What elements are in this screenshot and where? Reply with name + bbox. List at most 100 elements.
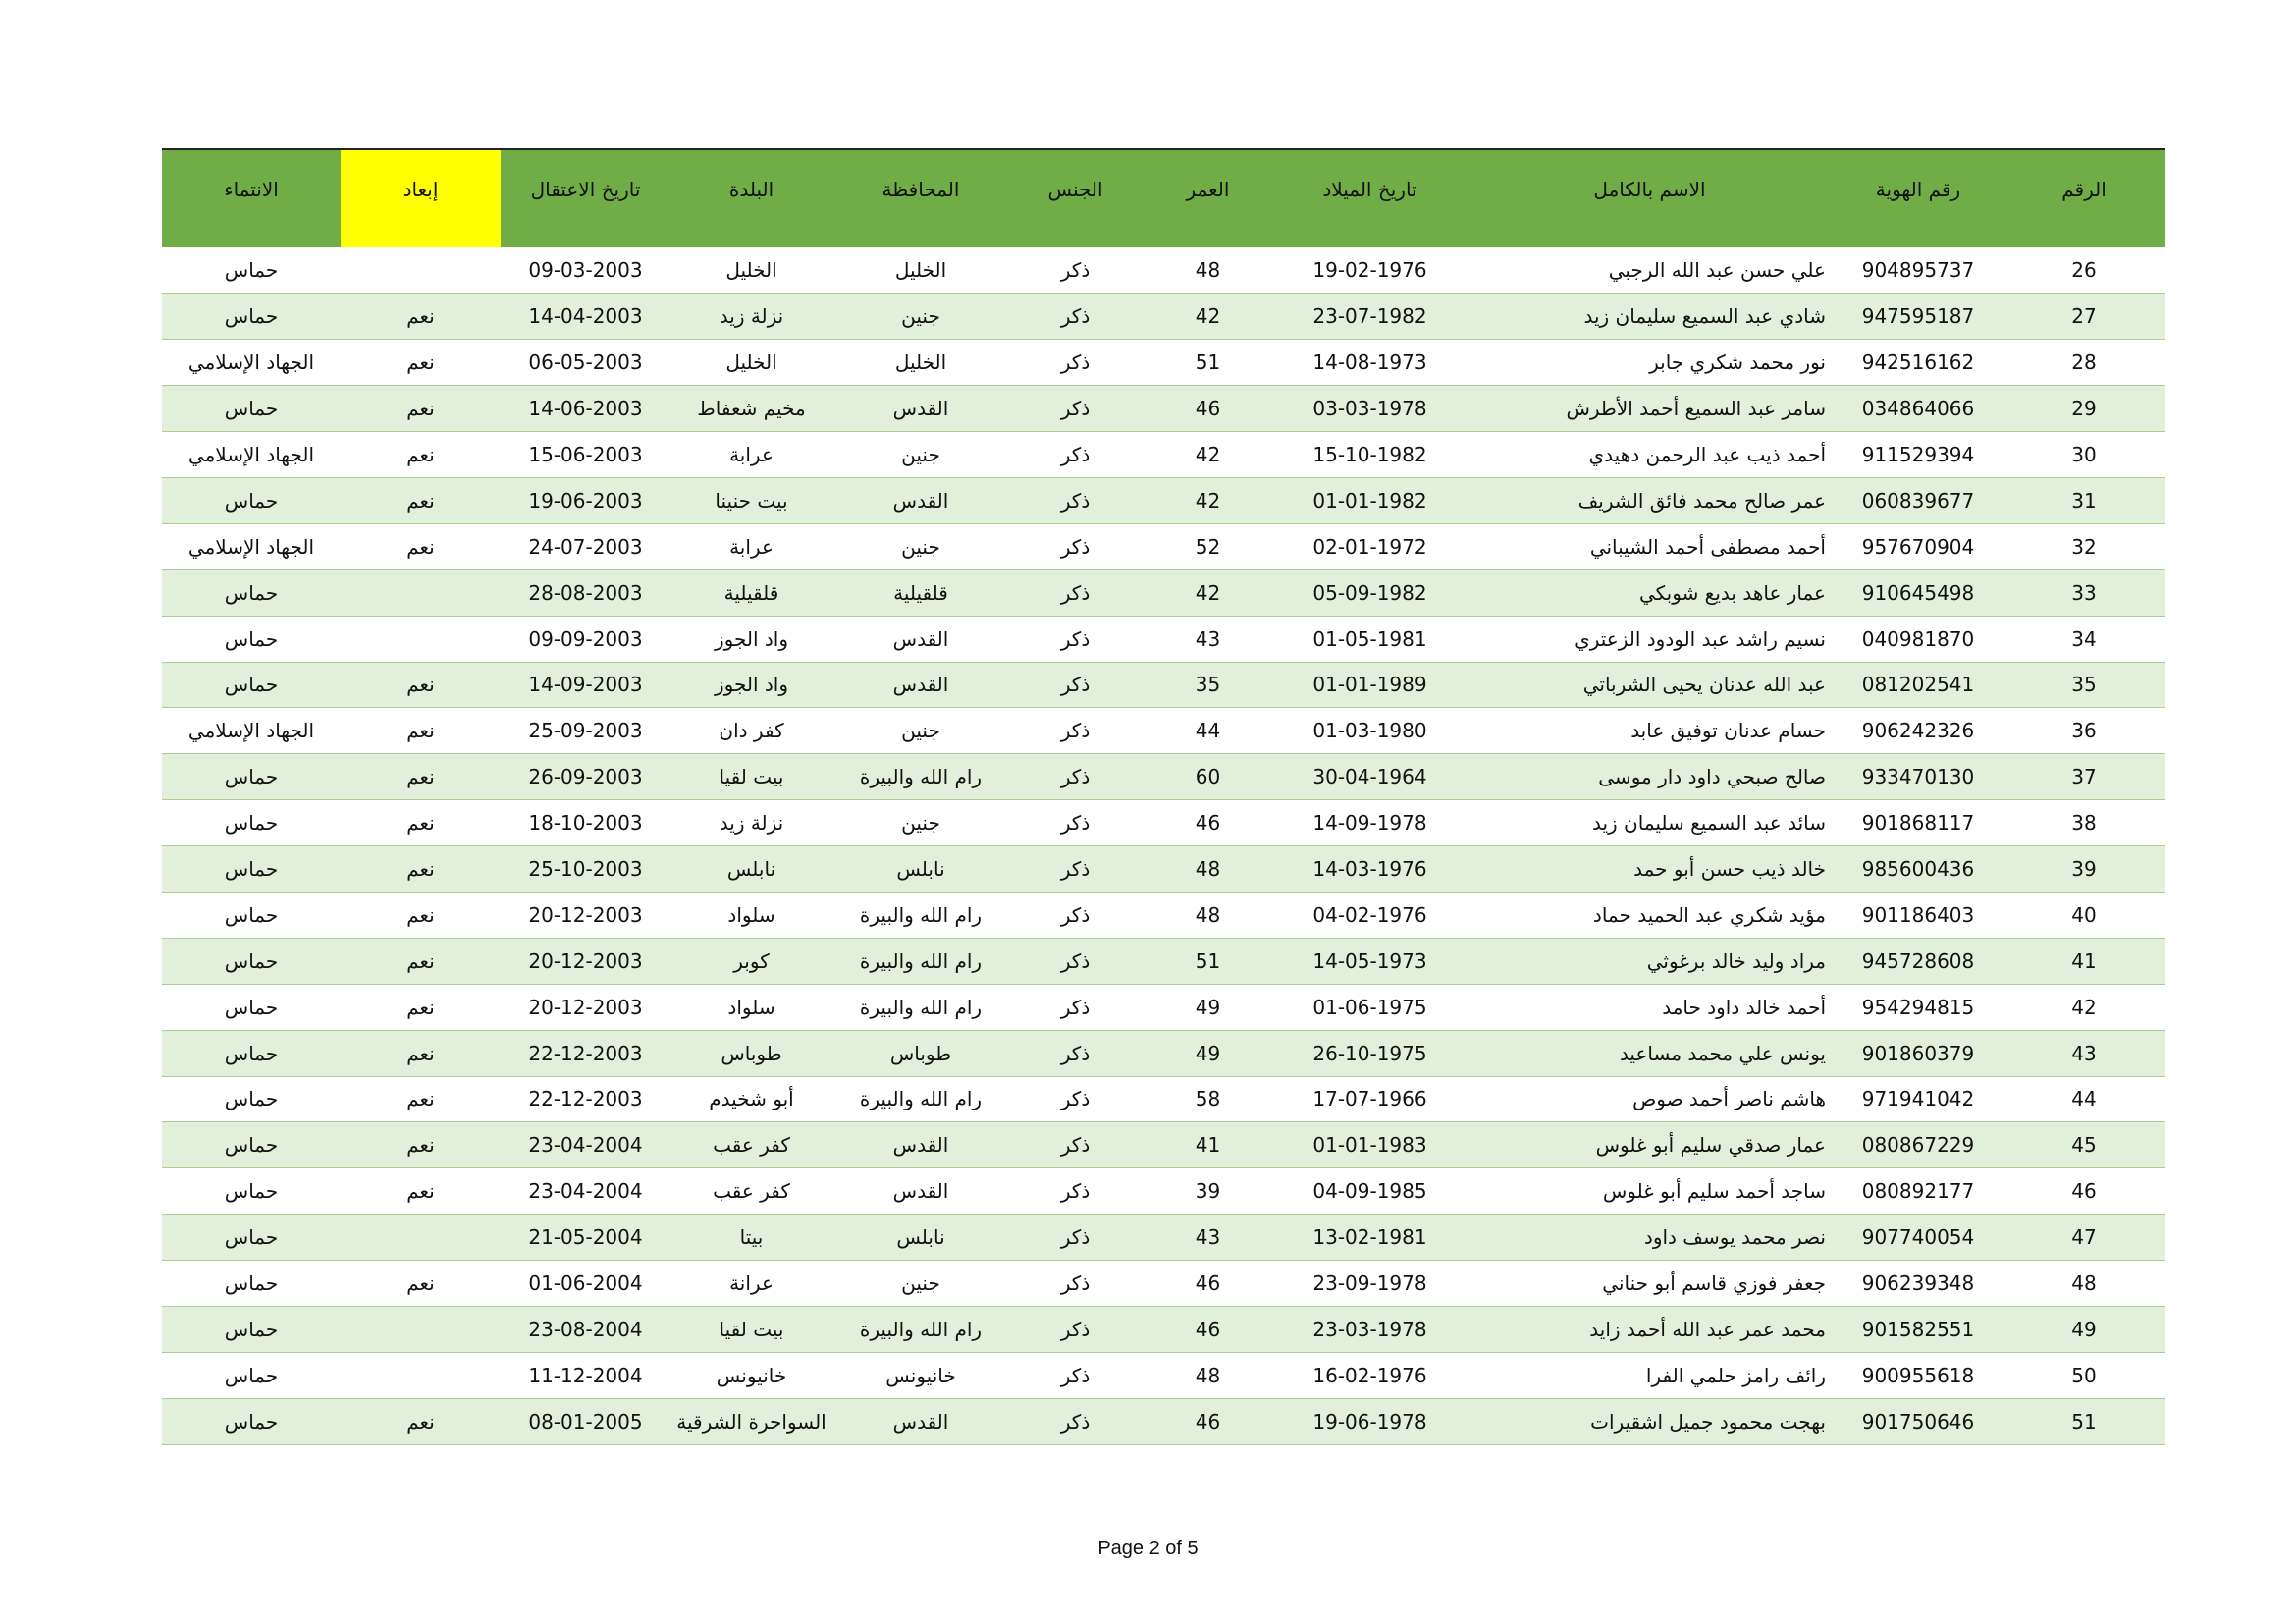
- table-cell: الجهاد الإسلامي: [162, 339, 341, 387]
- table-cell: حماس: [162, 753, 341, 801]
- table-row: 43 901860379 يونس علي محمد مساعيد 26-10-197…: [162, 1030, 2165, 1077]
- table-cell: 01-06-2004: [501, 1260, 670, 1307]
- table-cell: 33: [2002, 569, 2165, 617]
- table-cell: 28: [2002, 339, 2165, 387]
- table-body: 26 904895737 علي حسن عبد الله الرجبي 19-02-…: [162, 247, 2165, 1445]
- table-cell: قلقيلية: [832, 569, 1009, 617]
- table-row: 30 911529394 أحمد ذيب عبد الرحمن دهيدي 15-1…: [162, 431, 2165, 478]
- column-header: الاسم بالكامل: [1466, 148, 1834, 247]
- table-cell: 957670904: [1834, 523, 2002, 570]
- table-cell: 28-08-2003: [501, 569, 670, 617]
- table-cell: نعم: [341, 662, 501, 709]
- table-row: 50 900955618 رائف رامز حلمي الفرا 16-02-197…: [162, 1352, 2165, 1399]
- table-cell: رام الله والبيرة: [832, 938, 1009, 985]
- table-cell: بيت لقيا: [670, 753, 832, 801]
- table-cell: نزلة زيد: [670, 293, 832, 341]
- table-cell: نابلس: [832, 1214, 1009, 1262]
- table-row: 29 034864066 سامر عبد السميع أحمد الأطرش 03…: [162, 385, 2165, 433]
- table-cell: نعم: [341, 1121, 501, 1169]
- table-cell: 42: [1142, 431, 1274, 478]
- table-cell: سلواد: [670, 984, 832, 1031]
- table-cell: 40: [2002, 892, 2165, 939]
- table-row: 45 080867229 عمار صدقي سليم أبو غلوس 01-01-…: [162, 1121, 2165, 1169]
- table-cell: عرانة: [670, 1260, 832, 1307]
- table-cell: حماس: [162, 1121, 341, 1169]
- table-cell: 08-01-2005: [501, 1398, 670, 1445]
- table-cell: ذكر: [1009, 753, 1142, 801]
- table-cell: كوبر: [670, 938, 832, 985]
- table-cell: حماس: [162, 1260, 341, 1307]
- table-cell: نعم: [341, 1260, 501, 1307]
- table-cell: 39: [1142, 1167, 1274, 1216]
- table-cell: 36: [2002, 707, 2165, 755]
- table-cell: ذكر: [1009, 1214, 1142, 1262]
- table-cell: 911529394: [1834, 431, 2002, 478]
- table-cell: [341, 569, 501, 617]
- table-cell: ذكر: [1009, 477, 1142, 524]
- table-cell: 906239348: [1834, 1260, 2002, 1307]
- table-cell: [341, 247, 501, 295]
- table-cell: 14-09-2003: [501, 662, 670, 709]
- table-cell: 933470130: [1834, 753, 2002, 801]
- table-cell: 58: [1142, 1076, 1274, 1123]
- table-cell: 21-05-2004: [501, 1214, 670, 1262]
- table-cell: ذكر: [1009, 662, 1142, 709]
- table-cell: ذكر: [1009, 938, 1142, 985]
- table-cell: 14-09-1978: [1274, 799, 1466, 847]
- table-cell: 44: [1142, 707, 1274, 755]
- table-row: 27 947595187 شادي عبد السميع سليمان زيد 23-…: [162, 293, 2165, 341]
- table-row: 51 901750646 بهجت محمود جميل اشقيرات 19-06-…: [162, 1398, 2165, 1445]
- table-cell: 43: [1142, 616, 1274, 663]
- table-cell: نابلس: [670, 845, 832, 893]
- table-cell: حماس: [162, 569, 341, 617]
- table-cell: 01-05-1981: [1274, 616, 1466, 663]
- table-cell: حماس: [162, 1398, 341, 1445]
- column-header: البلدة: [670, 148, 832, 247]
- table-cell: ساجد أحمد سليم أبو غلوس: [1466, 1167, 1834, 1216]
- table-cell: ذكر: [1009, 1121, 1142, 1169]
- table-cell: جنين: [832, 799, 1009, 847]
- table-cell: 906242326: [1834, 707, 2002, 755]
- table-cell: 17-07-1966: [1274, 1076, 1466, 1123]
- table-cell: بيتا: [670, 1214, 832, 1262]
- detainee-table: الرقم رقم الهوية الاسم بالكامل تاريخ الميلا…: [162, 148, 2165, 1445]
- table-cell: 19-06-1978: [1274, 1398, 1466, 1445]
- table-cell: 01-06-1975: [1274, 984, 1466, 1031]
- table-cell: الخليل: [832, 339, 1009, 387]
- table-cell: ذكر: [1009, 569, 1142, 617]
- table-cell: حماس: [162, 938, 341, 985]
- page-footer: Page 2 of 5: [1097, 1538, 1199, 1559]
- table-row: 49 901582551 محمد عمر عبد الله أحمد زايد 23…: [162, 1306, 2165, 1353]
- column-header: الانتماء: [162, 148, 341, 247]
- table-cell: بيت حنينا: [670, 477, 832, 524]
- table-cell: جنين: [832, 1260, 1009, 1307]
- table-cell: 04-02-1976: [1274, 892, 1466, 939]
- table-cell: [341, 616, 501, 663]
- table-cell: 24-07-2003: [501, 523, 670, 570]
- table-cell: الخليل: [832, 247, 1009, 295]
- table-cell: القدس: [832, 477, 1009, 524]
- table-cell: نصر محمد يوسف داود: [1466, 1214, 1834, 1262]
- table-cell: القدس: [832, 1167, 1009, 1216]
- table-cell: 26: [2002, 247, 2165, 295]
- table-cell: 034864066: [1834, 385, 2002, 433]
- table-cell: عمار عاهد بديع شوبكي: [1466, 569, 1834, 617]
- table-cell: القدس: [832, 1398, 1009, 1445]
- table-cell: الجهاد الإسلامي: [162, 707, 341, 755]
- table-cell: أحمد ذيب عبد الرحمن دهيدي: [1466, 431, 1834, 478]
- table-cell: علي حسن عبد الله الرجبي: [1466, 247, 1834, 295]
- table-cell: ذكر: [1009, 616, 1142, 663]
- table-cell: 26-10-1975: [1274, 1030, 1466, 1077]
- table-cell: حماس: [162, 247, 341, 295]
- table-cell: حماس: [162, 662, 341, 709]
- table-cell: رام الله والبيرة: [832, 753, 1009, 801]
- table-cell: 35: [2002, 662, 2165, 709]
- table-cell: 20-12-2003: [501, 938, 670, 985]
- table-cell: 46: [2002, 1167, 2165, 1216]
- table-cell: هاشم ناصر أحمد صوص: [1466, 1076, 1834, 1123]
- table-cell: 43: [2002, 1030, 2165, 1077]
- table-cell: عمر صالح محمد فائق الشريف: [1466, 477, 1834, 524]
- table-cell: رام الله والبيرة: [832, 984, 1009, 1031]
- table-cell: 907740054: [1834, 1214, 2002, 1262]
- table-cell: صالح صبحي داود دار موسى: [1466, 753, 1834, 801]
